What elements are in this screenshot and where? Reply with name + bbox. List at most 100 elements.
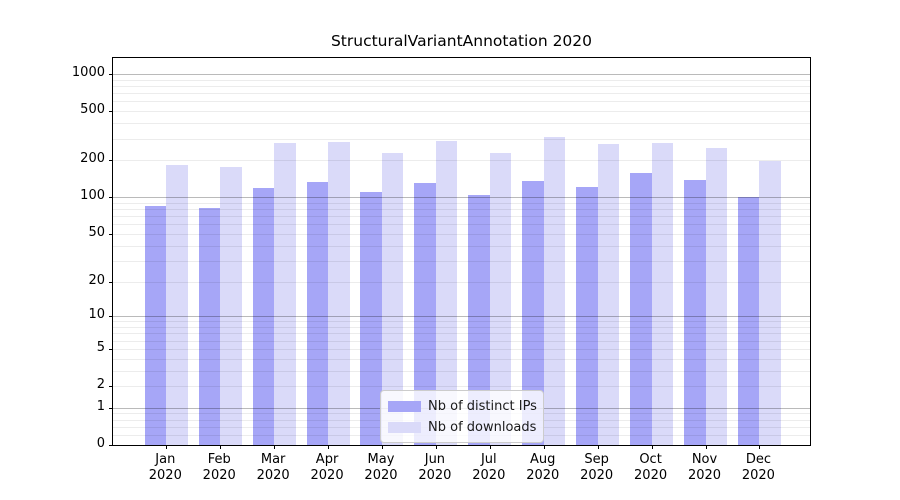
- x-tick-label-dec: Dec 2020: [741, 452, 775, 483]
- bar-feb-downloads: [220, 167, 242, 445]
- bar-jun-downloads: [435, 140, 458, 445]
- bar-jan-downloads: [166, 164, 188, 445]
- bar-apr-downloads: [328, 142, 350, 445]
- x-tick-label-feb: Feb 2020: [202, 452, 236, 483]
- x-tick-mark-aug: [543, 445, 545, 449]
- minor-gridline-4: [113, 358, 810, 360]
- y-tick-mark-500: [109, 111, 113, 113]
- bar-jan-ips: [144, 206, 167, 445]
- y-tick-mark-5: [109, 348, 113, 350]
- x-tick-mark-dec: [759, 445, 761, 449]
- minor-gridline-900: [113, 79, 810, 81]
- x-tick-mark-apr: [328, 445, 330, 449]
- y-tick-label-5: 5: [96, 339, 105, 355]
- minor-gridline-50: [113, 233, 810, 235]
- y-tick-label-1: 1: [96, 398, 105, 414]
- minor-gridline-400: [113, 123, 810, 125]
- x-tick-label-jul: Jul 2020: [472, 452, 506, 483]
- y-tick-label-500: 500: [80, 102, 105, 118]
- legend-row-downloads: Nb of downloads: [388, 418, 537, 436]
- x-tick-mark-nov: [705, 445, 707, 449]
- y-tick-mark-100: [109, 197, 113, 199]
- x-tick-mark-mar: [274, 445, 276, 449]
- major-gridline-1000: [113, 73, 810, 75]
- x-tick-mark-oct: [651, 445, 653, 449]
- x-tick-label-jun: Jun 2020: [418, 452, 452, 483]
- legend-swatch-ips: [388, 400, 421, 412]
- y-tick-mark-200: [109, 160, 113, 162]
- minor-gridline-800: [113, 85, 810, 87]
- bar-sep-ips: [576, 186, 598, 445]
- minor-gridline-600: [113, 101, 810, 103]
- y-tick-mark-1000: [109, 73, 113, 75]
- bar-nov-ips: [684, 180, 706, 445]
- bar-feb-ips: [198, 208, 221, 445]
- bar-aug-downloads: [543, 137, 566, 445]
- y-tick-label-200: 200: [80, 151, 105, 167]
- y-tick-label-50: 50: [88, 224, 105, 240]
- bar-oct-ips: [630, 172, 652, 445]
- minor-gridline-60: [113, 224, 810, 226]
- bar-oct-downloads: [651, 142, 674, 445]
- bar-dec-ips: [737, 196, 760, 445]
- minor-gridline-90: [113, 202, 810, 204]
- bar-nov-downloads: [705, 148, 727, 445]
- major-gridline-10: [113, 316, 810, 318]
- minor-gridline-40: [113, 245, 810, 247]
- legend-label-ips: Nb of distinct IPs: [428, 398, 537, 414]
- y-tick-mark-10: [109, 316, 113, 318]
- bar-sep-downloads: [597, 143, 620, 445]
- y-tick-label-2: 2: [96, 377, 105, 392]
- bars-layer: [113, 58, 810, 445]
- x-tick-mark-jul: [489, 445, 491, 449]
- x-tick-mark-sep: [597, 445, 599, 449]
- bar-dec-downloads: [759, 161, 781, 445]
- minor-gridline-9: [113, 321, 810, 323]
- legend-row-ips: Nb of distinct IPs: [388, 397, 537, 415]
- x-tick-label-oct: Oct 2020: [634, 452, 668, 483]
- y-tick-mark-0: [109, 445, 113, 446]
- bar-jul-downloads: [489, 153, 512, 445]
- x-tick-mark-feb: [220, 445, 222, 449]
- legend: Nb of distinct IPs Nb of downloads: [380, 390, 544, 443]
- legend-swatch-downloads: [388, 421, 421, 433]
- gridlines-layer: [113, 58, 810, 445]
- bar-jun-ips: [414, 183, 436, 445]
- x-axis: Jan 2020 Feb 2020 Mar 2020 Apr 2020 May 2020…: [112, 452, 809, 492]
- minor-gridline-200: [113, 160, 810, 162]
- x-tick-label-apr: Apr 2020: [310, 452, 344, 483]
- minor-gridline-7: [113, 333, 810, 335]
- y-tick-label-1000: 1000: [71, 64, 105, 80]
- x-tick-label-sep: Sep 2020: [580, 452, 614, 483]
- minor-gridline-8: [113, 327, 810, 328]
- x-tick-label-aug: Aug 2020: [526, 452, 560, 483]
- bar-jul-ips: [468, 195, 490, 445]
- bar-mar-downloads: [274, 143, 296, 445]
- minor-gridline-20: [113, 281, 810, 283]
- minor-gridline-700: [113, 93, 810, 95]
- y-tick-label-0: 0: [96, 436, 105, 451]
- y-tick-mark-1: [109, 407, 113, 409]
- bar-may-ips: [360, 192, 382, 445]
- x-tick-label-may: May 2020: [364, 452, 398, 483]
- y-axis: 0 1 2 5 10 20 50 100 200 500 1000: [0, 57, 105, 451]
- plot-area: Nb of distinct IPs Nb of downloads: [112, 57, 811, 446]
- x-tick-mark-may: [381, 445, 383, 449]
- x-tick-mark-jun: [435, 445, 437, 449]
- minor-gridline-300: [113, 138, 810, 140]
- minor-gridline-500: [113, 111, 810, 113]
- y-tick-label-10: 10: [88, 307, 105, 323]
- minor-gridline-30: [113, 260, 810, 262]
- bar-apr-ips: [306, 181, 329, 445]
- bar-may-downloads: [381, 153, 404, 445]
- minor-gridline-2: [113, 386, 810, 387]
- minor-gridline-70: [113, 216, 810, 218]
- x-tick-mark-jan: [166, 445, 168, 449]
- bar-mar-ips: [252, 187, 275, 445]
- legend-label-downloads: Nb of downloads: [428, 419, 537, 435]
- y-tick-mark-20: [109, 281, 113, 283]
- x-tick-label-nov: Nov 2020: [687, 452, 722, 483]
- y-tick-label-100: 100: [80, 188, 105, 204]
- y-tick-label-20: 20: [88, 272, 105, 288]
